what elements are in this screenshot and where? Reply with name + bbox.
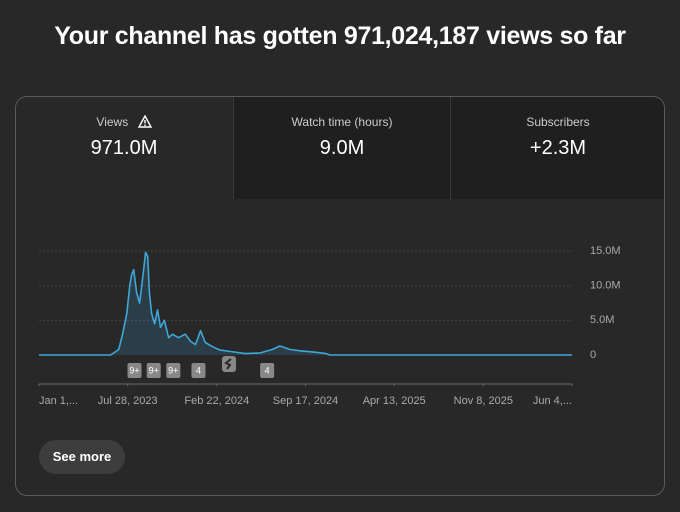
metric-value: 971.0M (90, 137, 158, 159)
badge-bg (127, 363, 142, 378)
badge-label: 9+ (168, 365, 178, 375)
x-tick-label: Sep 17, 2024 (273, 395, 338, 407)
shorts-icon (222, 356, 236, 372)
y-tick-label: 5.0M (590, 314, 614, 326)
see-more-button[interactable]: See more (39, 440, 125, 474)
badge-bg (191, 363, 206, 378)
annotation-badge: 9+ (127, 363, 142, 378)
x-tick-label: Apr 13, 2025 (363, 395, 426, 407)
line (39, 251, 572, 356)
badge-label: 9+ (129, 365, 139, 375)
badge-bg (260, 363, 275, 378)
metric-tab[interactable]: Subscribers +2.3M (450, 97, 664, 199)
metric-label: Watch time (hours) (291, 115, 393, 129)
badge-label: 9+ (149, 365, 159, 375)
badge-bg (146, 363, 161, 378)
page-title: Your channel has gotten 971,024,187 view… (54, 22, 626, 50)
annotation-badge: 9+ (166, 363, 181, 378)
annotation-badge: 4 (260, 363, 275, 378)
metric-label: Views (96, 115, 129, 129)
warning-icon (137, 114, 152, 128)
x-tick-label: Jan 1,... (39, 395, 78, 407)
metric-value: +2.3M (529, 137, 587, 159)
annotation-badge: 9+ (146, 363, 161, 378)
metric-label-row: Views (16, 114, 232, 129)
badge-label: 4 (196, 365, 201, 375)
x-tick-label: Jun 4,... (533, 395, 572, 407)
metric-tab[interactable]: Views 971.0M (16, 97, 232, 199)
x-tick-label: Feb 22, 2024 (184, 395, 249, 407)
chart: 0 5.0M 10.0M 15.0M Jan 1,... Jul 28, 2023 Feb … (38, 245, 621, 407)
metric-tab[interactable]: Watch time (hours) 9.0M (233, 97, 450, 199)
metric-value: 9.0M (319, 137, 365, 159)
x-tick-label: Jul 28, 2023 (98, 395, 158, 407)
badge-bg (166, 363, 181, 378)
y-tick-label: 0 (590, 349, 596, 361)
metric-label: Subscribers (526, 115, 590, 129)
y-tick-label: 15.0M (590, 245, 621, 257)
analytics-card: Views 971.0M Watch time (hours) 9.0M Sub… (15, 96, 665, 496)
badge-label: 4 (265, 365, 270, 375)
y-tick-label: 10.0M (590, 280, 621, 292)
x-tick-label: Nov 8, 2025 (454, 395, 513, 407)
annotation-badge: 4 (191, 363, 206, 378)
area (39, 252, 572, 355)
